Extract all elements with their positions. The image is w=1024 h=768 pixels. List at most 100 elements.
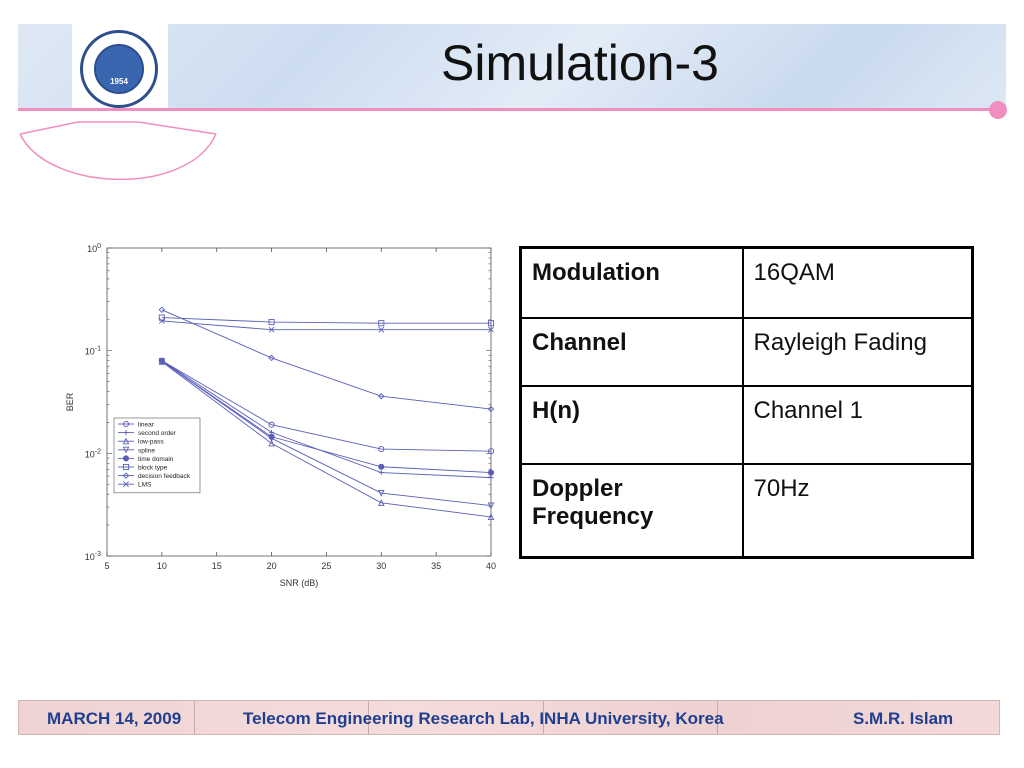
param-key: Modulation	[519, 246, 744, 319]
legend-entry: decision feedback	[138, 473, 191, 480]
data-point	[123, 481, 129, 488]
seal-year: 1954	[110, 77, 128, 86]
legend-entry: second order	[138, 430, 177, 437]
seal-center: 1954	[94, 44, 144, 94]
data-point	[378, 446, 385, 453]
table-row: Doppler Frequency 70Hz	[519, 462, 974, 559]
table-row: Channel Rayleigh Fading	[519, 316, 974, 387]
param-value: Channel 1	[741, 384, 974, 465]
data-point	[378, 469, 384, 476]
data-point	[268, 421, 275, 428]
header-band	[18, 24, 1006, 108]
series-line	[161, 360, 492, 507]
data-point	[122, 463, 130, 471]
footer-divider	[543, 701, 544, 734]
footer-divider	[717, 701, 718, 734]
data-point	[268, 433, 275, 440]
data-point	[122, 446, 130, 454]
data-point	[377, 499, 385, 506]
series-line	[161, 317, 491, 324]
x-tick-label: 25	[321, 561, 331, 571]
footer-divider	[194, 701, 195, 734]
data-point	[158, 358, 165, 365]
series-line	[161, 360, 492, 479]
footer-date: MARCH 14, 2009	[47, 709, 182, 728]
footer-organization: Telecom Engineering Research Lab, INHA U…	[243, 709, 724, 728]
x-tick-label: 35	[431, 561, 441, 571]
legend-box	[113, 417, 201, 494]
y-axis-label: BER	[65, 392, 75, 411]
y-tick-label: 10-2	[85, 448, 101, 459]
data-point	[268, 318, 275, 326]
x-tick-label: 15	[212, 561, 222, 571]
x-tick-label: 10	[157, 561, 167, 571]
series-line	[161, 360, 492, 473]
y-tick-label: 100	[87, 243, 101, 254]
data-point	[487, 513, 495, 521]
data-point	[487, 448, 495, 455]
data-point	[377, 490, 385, 497]
param-value: 70Hz	[741, 462, 974, 559]
data-point	[268, 439, 275, 447]
series-decision-feedback	[158, 306, 495, 413]
series-line	[161, 361, 492, 518]
x-axis-label: SNR (dB)	[280, 578, 319, 588]
data-point	[378, 320, 385, 327]
data-point	[487, 320, 495, 327]
data-point	[487, 405, 495, 413]
param-value: 16QAM	[741, 246, 974, 319]
series-line	[161, 309, 492, 410]
table-row: Modulation 16QAM	[519, 246, 974, 319]
footer-author: S.M.R. Islam	[853, 709, 954, 728]
param-value: Rayleigh Fading	[741, 316, 974, 387]
decorative-swoosh	[19, 121, 217, 181]
legend-entry: spline	[138, 447, 155, 454]
data-point	[488, 475, 494, 481]
header-divider-dot	[989, 101, 1007, 119]
series-block-type	[158, 314, 495, 327]
data-point	[122, 455, 130, 462]
legend-entry: time domain	[138, 456, 174, 463]
header-divider	[18, 108, 998, 111]
data-point	[158, 317, 165, 324]
data-point	[122, 420, 130, 428]
series-line	[161, 320, 491, 331]
data-point	[487, 469, 495, 476]
parameter-table: Modulation 16QAM Channel Rayleigh Fading…	[519, 246, 974, 559]
series-lms	[158, 317, 494, 333]
y-tick-label: 10-1	[85, 346, 101, 357]
data-point	[488, 326, 494, 333]
param-key: Channel	[519, 316, 744, 387]
param-key: Doppler Frequency	[519, 462, 744, 559]
data-point	[268, 354, 275, 362]
slide-title: Simulation-3	[441, 35, 719, 91]
university-seal-logo: 1954	[80, 30, 158, 108]
data-point	[123, 430, 129, 436]
param-key: H(n)	[519, 384, 744, 465]
data-point	[158, 314, 165, 321]
x-tick-label: 30	[376, 561, 386, 571]
data-point	[122, 437, 130, 445]
data-point	[158, 306, 166, 314]
ber-chart: 5 10 15 20 25 30 35 40 100 10-1 10-2 10-3 SNR (dB) BE…	[50, 232, 510, 602]
x-tick-label: 40	[486, 561, 496, 571]
data-point	[378, 463, 385, 470]
legend-entry: LMS	[138, 482, 152, 489]
data-point	[122, 472, 130, 479]
legend-entry: linear	[138, 422, 155, 429]
data-point	[378, 392, 385, 400]
data-point	[487, 502, 495, 510]
footer-divider	[368, 701, 369, 734]
data-point	[378, 326, 385, 333]
ber-chart-svg: 5 10 15 20 25 30 35 40 100 10-1 10-2 10-3 SNR (dB) BE…	[65, 243, 496, 588]
x-tick-label: 5	[104, 561, 109, 571]
y-tick-label: 10-3	[85, 551, 101, 562]
legend-entry: low-pass	[138, 439, 164, 446]
series-time-domain	[158, 358, 495, 476]
series-line	[161, 360, 492, 452]
data-point	[268, 326, 275, 333]
table-row: H(n) Channel 1	[519, 384, 974, 465]
legend-entry: block type	[138, 465, 168, 472]
footer-bar: MARCH 14, 2009 Telecom Engineering Resea…	[18, 700, 1000, 735]
